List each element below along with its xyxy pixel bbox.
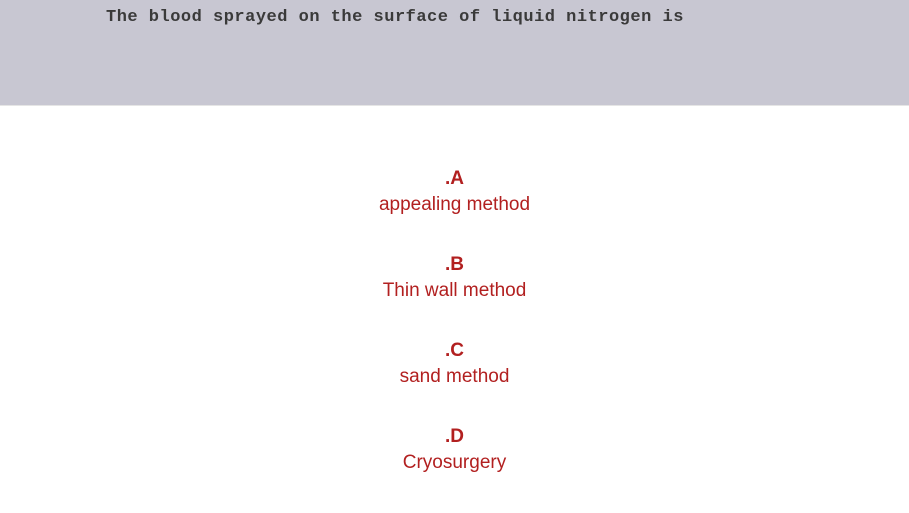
answer-option-c[interactable]: .C sand method [0,340,909,388]
answer-letter: .B [0,254,909,276]
question-text: The blood sprayed on the surface of liqu… [0,8,909,27]
answer-option-d[interactable]: .D Cryosurgery [0,426,909,474]
answer-letter: .A [0,168,909,190]
answer-text: sand method [0,366,909,388]
answer-letter: .D [0,426,909,448]
answers-section: .A appealing method .B Thin wall method … [0,106,909,474]
answer-text: Cryosurgery [0,452,909,474]
answer-option-a[interactable]: .A appealing method [0,168,909,216]
answer-text: Thin wall method [0,280,909,302]
answer-option-b[interactable]: .B Thin wall method [0,254,909,302]
answer-text: appealing method [0,194,909,216]
answer-letter: .C [0,340,909,362]
question-header: The blood sprayed on the surface of liqu… [0,0,909,106]
